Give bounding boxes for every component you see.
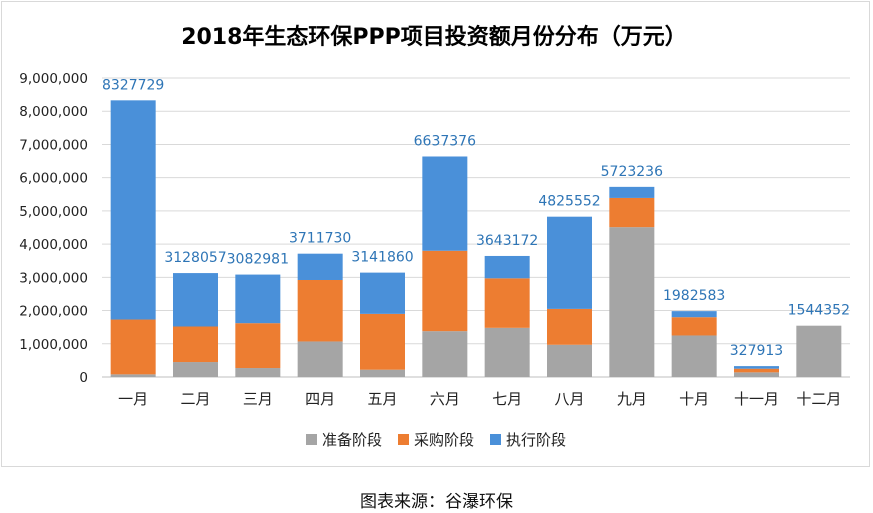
bars: [110, 100, 842, 377]
bar-segment: [173, 362, 218, 377]
chart-svg: 2018年生态环保PPP项目投资额月份分布（万元） 0 1,000,000 2,00…: [19, 24, 850, 449]
y-tick-label: 1,000,000: [19, 337, 88, 353]
bar-segment: [734, 368, 779, 373]
y-tick-label: 3,000,000: [19, 270, 88, 286]
bar-segment: [422, 331, 468, 377]
source-caption: 图表来源：谷瀑环保: [360, 492, 513, 512]
chart-frame: 2018年生态环保PPP项目投资额月份分布（万元） 0 1,000,000 2,00…: [1, 1, 870, 467]
data-label: 1982583: [663, 288, 725, 304]
bar-segment: [484, 278, 530, 328]
bar-segment: [235, 323, 281, 369]
x-tick-label: 二月: [180, 390, 210, 408]
bar-segment: [609, 197, 655, 228]
x-tick-label: 十一月: [734, 390, 779, 408]
x-tick-label: 七月: [492, 390, 522, 408]
bar-segment: [297, 279, 343, 342]
x-tick-label: 五月: [367, 390, 397, 408]
data-label: 5723236: [601, 164, 663, 180]
bar-segment: [484, 327, 530, 377]
bar-segment: [110, 100, 156, 320]
data-label: 6637376: [414, 133, 476, 149]
bar-segment: [547, 308, 592, 345]
x-tick-label: 一月: [118, 390, 148, 408]
data-label: 3128057: [164, 250, 226, 266]
bar-segment: [734, 372, 779, 377]
x-tick-label: 十二月: [796, 390, 841, 408]
bar-segment: [609, 186, 655, 198]
legend-label: 采购阶段: [414, 431, 474, 449]
bar-segment: [796, 325, 842, 377]
gridlines: [102, 77, 850, 378]
data-label: 3711730: [289, 231, 351, 247]
chart-title: 2018年生态环保PPP项目投资额月份分布（万元）: [181, 24, 687, 50]
bar-segment: [422, 250, 468, 332]
legend: 准备阶段 采购阶段 执行阶段: [306, 431, 566, 449]
bar-segment: [297, 253, 343, 280]
legend-label: 准备阶段: [322, 431, 382, 449]
x-tick-label: 三月: [243, 390, 273, 408]
bar-segment: [422, 156, 468, 251]
legend-swatch: [306, 434, 317, 445]
legend-swatch: [398, 434, 409, 445]
x-axis-ticks: 一月 二月 三月 四月 五月 六月 七月 八月 九月 十月 十一月 十二月: [118, 390, 841, 408]
bar-segment: [235, 274, 281, 324]
data-label: 3082981: [227, 252, 289, 268]
bar-segment: [297, 341, 343, 377]
y-tick-label: 2,000,000: [19, 304, 88, 320]
legend-label: 执行阶段: [506, 431, 566, 449]
data-label: 4825552: [538, 194, 600, 210]
data-label: 1544352: [788, 303, 850, 319]
y-tick-label: 5,000,000: [19, 204, 88, 220]
bar-segment: [173, 273, 218, 327]
bar-segment: [360, 369, 405, 377]
data-label: 3141860: [351, 250, 413, 266]
bar-segment: [360, 272, 405, 314]
bar-segment: [734, 366, 779, 369]
bar-segment: [360, 313, 405, 370]
x-tick-label: 九月: [617, 390, 647, 408]
bar-segment: [547, 216, 592, 309]
y-tick-label: 6,000,000: [19, 171, 88, 187]
bar-segment: [110, 319, 156, 375]
bar-segment: [110, 374, 156, 377]
legend-swatch: [490, 434, 501, 445]
y-tick-label: 4,000,000: [19, 237, 88, 253]
data-label: 327913: [730, 343, 783, 359]
bar-segment: [671, 317, 717, 336]
y-tick-label: 9,000,000: [19, 71, 88, 87]
y-tick-label: 7,000,000: [19, 137, 88, 153]
y-tick-label: 8,000,000: [19, 104, 88, 120]
x-tick-label: 十月: [679, 390, 709, 408]
bar-segment: [547, 344, 592, 377]
x-tick-label: 八月: [554, 390, 584, 408]
bar-segment: [609, 227, 655, 377]
data-label: 3643172: [476, 233, 538, 249]
x-tick-label: 四月: [305, 390, 335, 408]
bar-segment: [484, 255, 530, 279]
x-tick-label: 六月: [430, 390, 460, 408]
y-tick-label: 0: [79, 370, 88, 386]
y-axis-ticks: 0 1,000,000 2,000,000 3,000,000 4,000,000 5,0…: [19, 71, 88, 386]
bar-segment: [173, 326, 218, 363]
data-label: 8327729: [102, 77, 164, 93]
bar-segment: [671, 311, 717, 318]
bar-segment: [235, 368, 281, 377]
bar-segment: [671, 335, 717, 377]
